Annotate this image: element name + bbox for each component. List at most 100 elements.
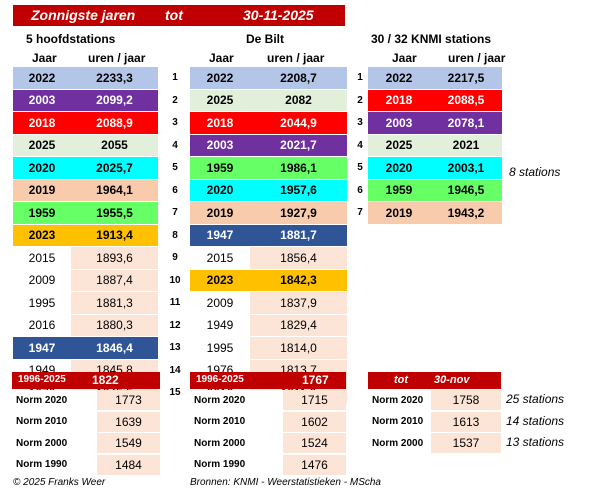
bilt-year: 1959 bbox=[190, 157, 250, 179]
norm-label-knmi: Norm 2000 bbox=[368, 433, 431, 453]
rank-hoofd: 6 bbox=[172, 184, 178, 196]
footer-copyright: © 2025 Franks Weer bbox=[13, 477, 106, 488]
col-uren-hoofd: uren / jaar bbox=[88, 51, 146, 65]
bilt-hours: 1881,7 bbox=[250, 224, 347, 246]
norm-value-bilt: 1767 bbox=[302, 373, 329, 387]
hoofd-year: 1947 bbox=[13, 337, 71, 359]
bilt-hours: 2208,7 bbox=[250, 67, 347, 89]
rank-hoofd: 13 bbox=[169, 342, 181, 354]
bilt-hours: 1829,4 bbox=[250, 314, 347, 336]
hoofd-hours: 2088,9 bbox=[71, 112, 158, 134]
knmi-hours: 2021 bbox=[430, 134, 502, 156]
rank-hoofd: 4 bbox=[172, 139, 178, 151]
norm-label-knmi: Norm 2020 bbox=[368, 390, 431, 410]
bilt-year: 2025 bbox=[190, 89, 250, 111]
norm-label-hoofd: Norm 2020 bbox=[12, 390, 97, 410]
footer-sources: Bronnen: KNMI - Weerstatistieken - MScha bbox=[190, 477, 381, 488]
col-jaar-knmi: Jaar bbox=[392, 51, 417, 65]
hoofd-hours: 1893,6 bbox=[71, 247, 158, 269]
banner-date: 30-11-2025 bbox=[243, 7, 314, 23]
hoofd-year: 1959 bbox=[13, 202, 71, 224]
rank-hoofd: 1 bbox=[172, 72, 178, 84]
knmi-year: 2025 bbox=[368, 134, 430, 156]
knmi-year: 2003 bbox=[368, 112, 430, 134]
knmi-year: 2022 bbox=[368, 67, 430, 89]
bilt-hours: 2082 bbox=[250, 89, 347, 111]
hoofd-year: 2025 bbox=[13, 134, 71, 156]
hoofd-year: 2019 bbox=[13, 179, 71, 201]
rank-hoofd: 8 bbox=[172, 229, 178, 241]
norm-value-knmi: 1613 bbox=[431, 411, 501, 432]
hoofd-hours: 2025,7 bbox=[71, 157, 158, 179]
rank-hoofd: 3 bbox=[172, 117, 178, 129]
norm-label-hoofd: Norm 2010 bbox=[12, 411, 97, 432]
hoofd-year: 2003 bbox=[13, 89, 71, 111]
rank-bilt: 3 bbox=[357, 117, 363, 129]
hoofd-year: 2020 bbox=[13, 157, 71, 179]
norm-bar-hoofd: 1996-2025 1822 bbox=[12, 372, 160, 389]
norm-stations-note: 14 stations bbox=[506, 413, 565, 428]
hoofd-hours: 1964,1 bbox=[71, 179, 158, 201]
banner-tot: tot bbox=[165, 7, 183, 23]
bilt-year: 1949 bbox=[190, 314, 250, 336]
norm-date-knmi: 30-nov bbox=[434, 374, 470, 386]
norm-bar-knmi: tot 30-nov bbox=[368, 372, 501, 389]
norm-value-bilt: 1524 bbox=[283, 433, 346, 453]
hoofd-hours: 1846,4 bbox=[71, 337, 158, 359]
norm-value-bilt: 1602 bbox=[283, 411, 346, 432]
hoofd-year: 2022 bbox=[13, 67, 71, 89]
norm-label-bilt: Norm 2010 bbox=[190, 411, 283, 432]
bilt-hours: 1927,9 bbox=[250, 202, 347, 224]
hoofd-year: 2023 bbox=[13, 224, 71, 246]
hoofd-year: 2009 bbox=[13, 269, 71, 291]
hoofd-hours: 1880,3 bbox=[71, 314, 158, 336]
title-banner: Zonnigste jaren tot 30-11-2025 bbox=[13, 5, 345, 26]
rank-bilt: 2 bbox=[357, 94, 363, 106]
norm-label-bilt: Norm 2020 bbox=[190, 390, 283, 410]
norm-value-bilt: 1476 bbox=[283, 454, 346, 475]
knmi-hours: 2217,5 bbox=[430, 67, 502, 89]
norm-tot-knmi: tot bbox=[394, 374, 409, 386]
norm-value-hoofd: 1549 bbox=[97, 433, 160, 453]
bilt-hours: 1986,1 bbox=[250, 157, 347, 179]
rank-hoofd: 9 bbox=[172, 252, 178, 264]
rank-hoofd: 11 bbox=[169, 297, 181, 309]
bilt-hours: 1957,6 bbox=[250, 179, 347, 201]
col-uren-bilt: uren / jaar bbox=[267, 51, 325, 65]
rank-bilt: 4 bbox=[357, 139, 363, 151]
col-jaar-bilt: Jaar bbox=[209, 51, 234, 65]
header-hoofdstations: 5 hoofdstations bbox=[26, 32, 116, 46]
bilt-hours: 2044,9 bbox=[250, 112, 347, 134]
bilt-year: 2019 bbox=[190, 202, 250, 224]
norm-bar-bilt: 1996-2025 1767 bbox=[190, 372, 346, 389]
rank-bilt: 5 bbox=[357, 162, 363, 174]
col-jaar-hoofd: Jaar bbox=[32, 51, 57, 65]
norm-period-hoofd: 1996-2025 bbox=[18, 374, 66, 385]
hoofd-hours: 2055 bbox=[71, 134, 158, 156]
knmi-hours: 1946,5 bbox=[430, 179, 502, 201]
hoofd-year: 2015 bbox=[13, 247, 71, 269]
norm-value-hoofd: 1822 bbox=[92, 373, 119, 387]
bilt-hours: 1842,3 bbox=[250, 269, 347, 291]
bilt-year: 2022 bbox=[190, 67, 250, 89]
hoofd-hours: 1955,5 bbox=[71, 202, 158, 224]
hoofd-hours: 1913,4 bbox=[71, 224, 158, 246]
banner-title: Zonnigste jaren bbox=[31, 7, 136, 23]
bilt-hours: 2021,7 bbox=[250, 134, 347, 156]
norm-value-hoofd: 1773 bbox=[97, 390, 160, 410]
norm-value-hoofd: 1484 bbox=[97, 454, 160, 475]
hoofd-hours: 2233,3 bbox=[71, 67, 158, 89]
rank-hoofd: 5 bbox=[172, 162, 178, 174]
bilt-year: 2018 bbox=[190, 112, 250, 134]
bilt-year: 2015 bbox=[190, 247, 250, 269]
norm-label-bilt: Norm 1990 bbox=[190, 454, 283, 475]
rank-hoofd: 14 bbox=[169, 364, 181, 376]
norm-value-knmi: 1537 bbox=[431, 433, 501, 453]
bilt-hours: 1856,4 bbox=[250, 247, 347, 269]
bilt-year: 2020 bbox=[190, 179, 250, 201]
rank-hoofd: 10 bbox=[169, 274, 181, 286]
header-debilt: De Bilt bbox=[246, 32, 285, 46]
norm-stations-note: 13 stations bbox=[506, 435, 565, 449]
rank-hoofd: 2 bbox=[172, 94, 178, 106]
knmi-year: 1959 bbox=[368, 179, 430, 201]
